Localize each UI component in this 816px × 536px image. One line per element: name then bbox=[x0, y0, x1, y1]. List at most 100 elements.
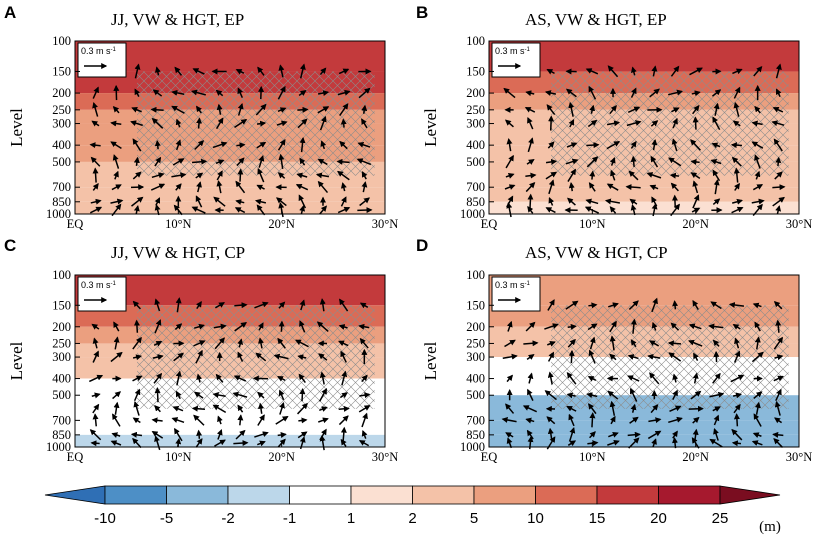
wind-arrow bbox=[151, 172, 165, 179]
wind-arrow bbox=[630, 403, 637, 413]
wind-arrow bbox=[628, 300, 639, 310]
wind-arrow bbox=[606, 141, 621, 150]
wind-arrow bbox=[154, 298, 161, 312]
wind-arrow bbox=[625, 184, 641, 191]
wind-arrow bbox=[214, 302, 226, 309]
wind-arrow bbox=[648, 340, 660, 347]
wind-arrow bbox=[277, 85, 286, 100]
y-tick-label: 100 bbox=[52, 268, 71, 282]
colorbar-segment bbox=[412, 485, 475, 505]
colorbar-segment bbox=[289, 485, 352, 505]
wind-arrow bbox=[627, 354, 639, 360]
x-tick-label: 20°N bbox=[682, 450, 709, 464]
wind-arrow bbox=[88, 374, 104, 383]
wind-arrow bbox=[91, 120, 100, 127]
wind-arrow bbox=[172, 405, 184, 412]
wind-arrow bbox=[275, 415, 289, 425]
wind-arrow bbox=[296, 172, 308, 179]
y-tick-label: 1000 bbox=[46, 440, 71, 454]
wind-arrow bbox=[712, 198, 721, 205]
wind-arrow bbox=[565, 88, 577, 98]
wind-arrow bbox=[110, 440, 122, 446]
reference-vector-box: 0.3 m s-1 bbox=[491, 276, 541, 312]
wind-arrow bbox=[361, 181, 368, 193]
wind-arrow bbox=[733, 350, 741, 363]
colorbar-segment bbox=[535, 485, 598, 505]
wind-arrow bbox=[150, 106, 164, 113]
wind-arrow bbox=[175, 390, 182, 400]
wind-arrow bbox=[297, 118, 308, 129]
wind-arrow bbox=[754, 154, 761, 169]
wind-arrow bbox=[505, 173, 515, 179]
wind-arrow bbox=[150, 183, 166, 191]
wind-arrow bbox=[772, 196, 785, 207]
reference-vector-label: 0.3 m s-1 bbox=[495, 46, 531, 56]
wind-arrow bbox=[276, 120, 288, 127]
y-tick-label: 500 bbox=[466, 388, 485, 402]
wind-arrow bbox=[254, 198, 267, 205]
wind-arrow bbox=[235, 180, 246, 194]
y-tick-label: 300 bbox=[466, 350, 485, 364]
wind-arrow bbox=[257, 391, 265, 399]
wind-arrow bbox=[609, 335, 616, 351]
wind-arrow bbox=[772, 184, 786, 191]
wind-arrow bbox=[608, 302, 619, 309]
wind-arrow bbox=[361, 374, 368, 383]
wind-arrow bbox=[546, 340, 556, 347]
wind-arrow bbox=[731, 206, 744, 214]
wind-arrow bbox=[713, 179, 720, 195]
wind-arrow bbox=[278, 153, 285, 169]
y-tick-label: 150 bbox=[466, 64, 485, 78]
wind-arrow bbox=[730, 374, 745, 383]
wind-arrow bbox=[688, 339, 703, 347]
wind-arrow bbox=[732, 68, 743, 75]
wind-arrow bbox=[587, 119, 598, 128]
y-tick-label: 850 bbox=[52, 195, 71, 209]
wind-arrow bbox=[588, 349, 596, 364]
colorbar: -10 -5 -2 -1 1 2 5 10 15 20 25 (m) bbox=[44, 485, 781, 535]
wind-arrow bbox=[523, 340, 539, 347]
wind-arrow bbox=[258, 155, 265, 168]
wind-arrow bbox=[296, 402, 308, 415]
wind-arrow bbox=[233, 375, 247, 382]
wind-arrow bbox=[216, 103, 223, 115]
wind-arrow bbox=[588, 302, 598, 309]
wind-arrow bbox=[89, 142, 101, 149]
colorbar-left-extend bbox=[44, 485, 106, 505]
wind-arrow bbox=[690, 390, 702, 400]
wind-arrow bbox=[213, 196, 226, 207]
wind-arrow bbox=[111, 184, 122, 191]
colorbar-segment bbox=[104, 485, 167, 505]
wind-arrow bbox=[712, 372, 721, 384]
wind-arrow bbox=[630, 66, 637, 76]
wind-arrow bbox=[358, 440, 370, 447]
wind-arrow bbox=[693, 352, 699, 361]
wind-arrow bbox=[358, 87, 371, 99]
wind-arrow bbox=[134, 63, 141, 79]
wind-arrow bbox=[298, 373, 306, 383]
wind-arrow bbox=[587, 376, 597, 382]
reference-vector-exponent: -1 bbox=[525, 281, 531, 287]
y-tick-label: 150 bbox=[52, 298, 71, 312]
wind-arrow bbox=[317, 90, 330, 96]
wind-arrow bbox=[567, 197, 576, 206]
colorbar-label: 5 bbox=[470, 510, 478, 527]
wind-arrow bbox=[751, 198, 765, 205]
wind-arrow bbox=[90, 156, 101, 167]
colorbar-unit: (m) bbox=[759, 519, 781, 535]
wind-arrow bbox=[191, 405, 206, 412]
wind-arrow bbox=[315, 172, 330, 179]
x-tick-label: 20°N bbox=[268, 217, 295, 231]
plot-frame bbox=[488, 274, 800, 448]
wind-arrow bbox=[772, 431, 784, 438]
reference-vector-label: 0.3 m s-1 bbox=[495, 280, 531, 290]
wind-arrow bbox=[195, 172, 204, 179]
wind-arrow bbox=[566, 405, 577, 412]
wind-arrow bbox=[319, 115, 327, 131]
wind-arrow bbox=[754, 336, 761, 350]
wind-arrow bbox=[234, 119, 248, 129]
wind-arrow bbox=[132, 171, 142, 180]
wind-arrow bbox=[728, 302, 745, 308]
reference-vector-box: 0.3 m s-1 bbox=[77, 42, 127, 78]
wind-arrow bbox=[524, 106, 536, 113]
